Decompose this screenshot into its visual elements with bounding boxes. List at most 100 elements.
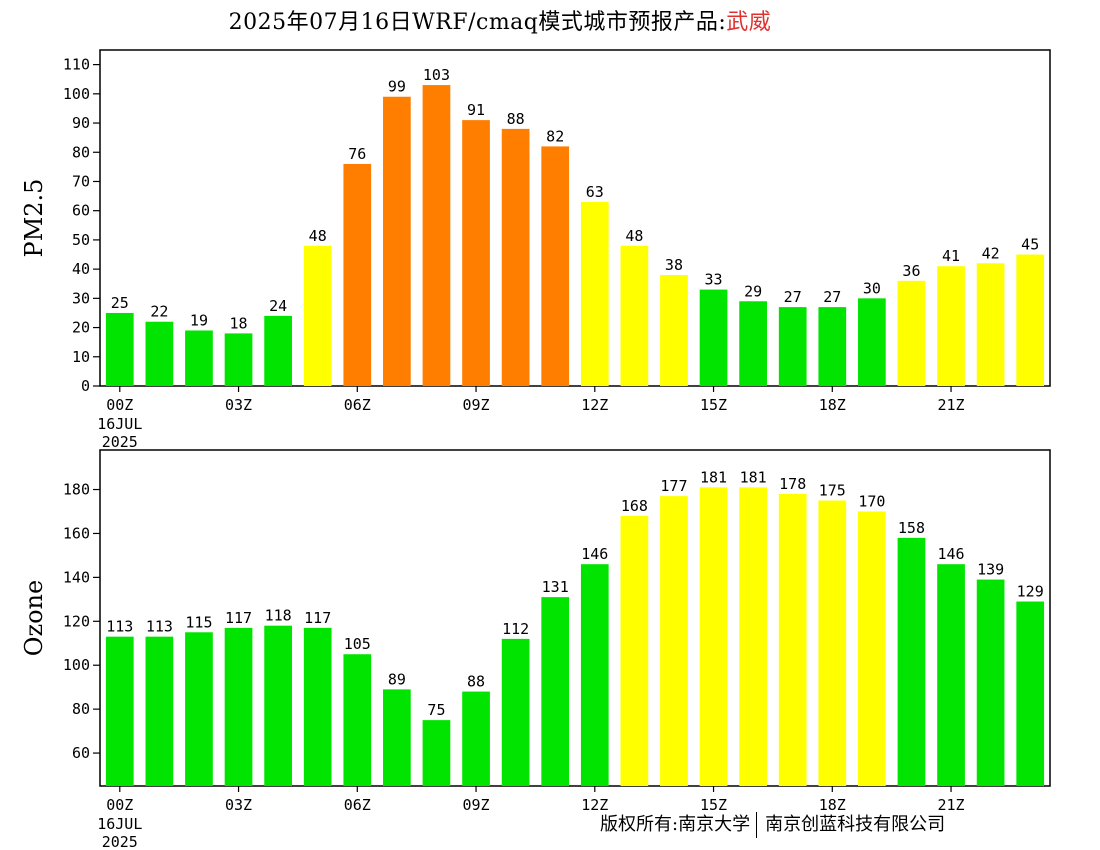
pm25-bar-value-label: 82 [546, 127, 564, 145]
pm25-bar [224, 333, 253, 386]
ozone-xtick-label: 18Z [819, 796, 846, 814]
pm25-bar-value-label: 42 [982, 244, 1000, 262]
pm25-xtick-label: 03Z [225, 396, 252, 414]
pm25-bar-value-label: 19 [190, 311, 208, 329]
pm25-bar-value-label: 22 [150, 303, 168, 321]
pm25-bar-value-label: 24 [269, 297, 287, 315]
ozone-bar-value-label: 146 [937, 545, 964, 563]
pm25-ytick-label: 40 [72, 260, 90, 278]
pm25-ytick-label: 90 [72, 114, 90, 132]
ozone-bar [185, 632, 213, 786]
pm25-bar [501, 128, 530, 386]
ozone-bar [660, 496, 688, 786]
pm25-ytick-label: 80 [72, 143, 90, 161]
pm25-bar [541, 146, 570, 386]
pm25-ylabel: PM2.5 [20, 179, 48, 258]
pm25-plot-frame [99, 49, 1051, 387]
pm25-ytick-label: 110 [63, 56, 90, 74]
ozone-bar-value-label: 113 [146, 618, 173, 636]
pm25-bar [699, 289, 728, 386]
copyright-right: 南京创蓝科技有限公司 [765, 814, 946, 835]
ozone-xtick-label: 00Z [106, 796, 133, 814]
pm25-bar [1016, 254, 1045, 386]
pm25-bar-value-label: 45 [1021, 236, 1039, 254]
pm25-xtick-label: 21Z [937, 396, 964, 414]
ozone-ytick-label: 100 [63, 656, 90, 674]
ozone-xtick-label: 03Z [225, 796, 252, 814]
pm25-bar [858, 298, 886, 386]
pm25-ytick-label: 60 [72, 202, 90, 220]
pm25-xtick-label: 00Z [106, 396, 133, 414]
pm25-bar [383, 96, 411, 386]
ozone-bar [462, 691, 490, 786]
pm25-bar [739, 301, 767, 386]
ozone-ytick-label: 180 [63, 481, 90, 499]
ozone-bar [383, 689, 411, 786]
ozone-bar-value-label: 170 [858, 492, 885, 510]
ozone-bar [145, 636, 174, 786]
ozone-bar [105, 636, 134, 786]
ozone-bar [699, 487, 728, 786]
footer-separator [756, 812, 758, 838]
ozone-xtick-label: 06Z [344, 796, 371, 814]
ozone-ytick-label: 120 [63, 612, 90, 630]
ozone-bar-value-label: 129 [1017, 583, 1044, 601]
ozone-bar-value-label: 181 [700, 468, 727, 486]
pm25-xtick-label: 15Z [700, 396, 727, 414]
pm25-bar-value-label: 18 [230, 314, 248, 332]
ozone-ylabel: Ozone [20, 580, 48, 656]
pm25-ytick-label: 50 [72, 231, 90, 249]
ozone-ytick-label: 60 [72, 744, 90, 762]
ozone-plot-frame [99, 449, 1051, 787]
pm25-bar-value-label: 30 [863, 279, 881, 297]
pm25-bar-value-label: 33 [705, 271, 723, 289]
city-name: 武威 [726, 10, 772, 35]
pm25-bar-value-label: 76 [348, 145, 366, 163]
ozone-bar [501, 638, 530, 786]
ozone-bar-value-label: 158 [898, 519, 925, 537]
ozone-bar [303, 627, 332, 786]
pm25-year-label: 2025 [102, 433, 138, 451]
pm25-bar [105, 312, 134, 386]
ozone-xtick-label: 09Z [462, 796, 489, 814]
ozone-bar [580, 564, 609, 786]
ozone-date-label: 16JUL [97, 815, 142, 833]
ozone-bar-value-label: 139 [977, 561, 1004, 579]
ozone-xtick-label: 12Z [581, 796, 608, 814]
pm25-bar-value-label: 36 [902, 262, 920, 280]
ozone-bar [620, 515, 649, 786]
pm25-bar [264, 315, 292, 386]
pm25-bar-value-label: 48 [309, 227, 327, 245]
pm25-bar [937, 266, 965, 386]
ozone-year-label: 2025 [102, 833, 138, 850]
pm25-bar [580, 201, 609, 386]
ozone-bar-value-label: 112 [502, 620, 529, 638]
ozone-bar-value-label: 175 [819, 482, 846, 500]
pm25-bar-value-label: 27 [823, 288, 841, 306]
ozone-bar [858, 511, 886, 786]
ozone-bar [976, 579, 1005, 786]
ozone-bar [818, 500, 847, 786]
ozone-bar-value-label: 131 [542, 578, 569, 596]
ozone-ytick-label: 160 [63, 524, 90, 542]
pm25-bar [976, 263, 1005, 386]
pm25-xtick-label: 06Z [344, 396, 371, 414]
ozone-bar-value-label: 117 [304, 609, 331, 627]
pm25-bar-value-label: 99 [388, 78, 406, 96]
pm25-bar [422, 85, 451, 387]
pm25-bar [303, 245, 332, 386]
pm25-bar [818, 307, 847, 386]
pm25-bar [897, 280, 926, 386]
ozone-bar-value-label: 146 [581, 545, 608, 563]
ozone-bar-value-label: 115 [185, 613, 212, 631]
pm25-bar [620, 245, 649, 386]
pm25-bar [660, 274, 688, 386]
ozone-bar [264, 625, 292, 786]
ozone-xtick-label: 21Z [937, 796, 964, 814]
title-text: 2025年07月16日WRF/cmaq模式城市预报产品: [228, 10, 727, 35]
ozone-bar-value-label: 89 [388, 670, 406, 688]
pm25-bar-value-label: 41 [942, 247, 960, 265]
pm25-bar-value-label: 103 [423, 66, 450, 84]
ozone-bar-value-label: 118 [265, 607, 292, 625]
